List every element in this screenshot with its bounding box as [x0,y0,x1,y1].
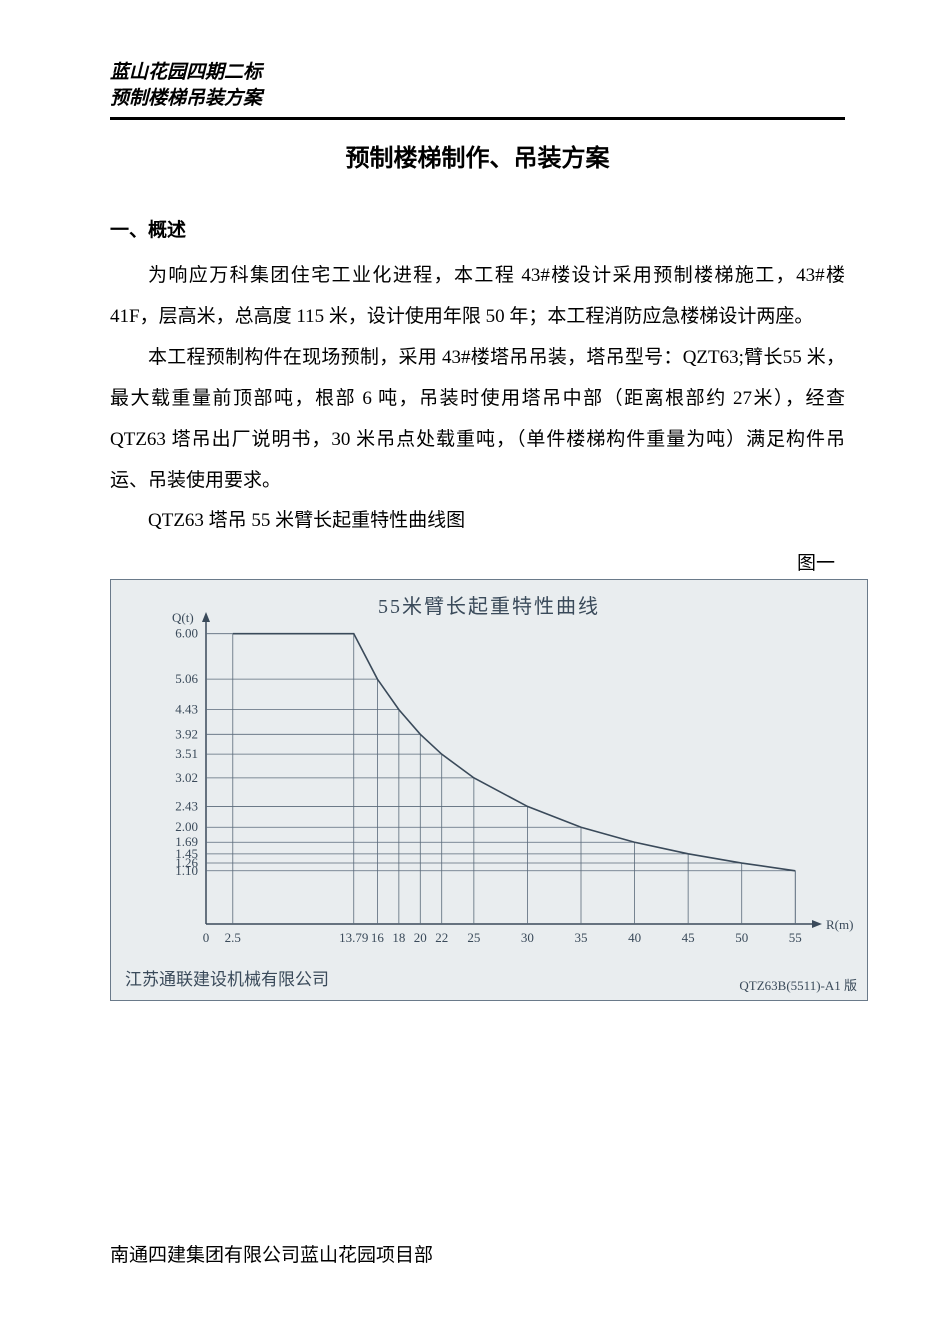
svg-text:2.5: 2.5 [225,930,241,945]
page-footer: 南通四建集团有限公司蓝山花园项目部 [110,1240,433,1267]
header-line-1: 蓝山花园四期二标 [110,60,845,86]
header-rule [110,117,845,120]
paragraph-1: 为响应万科集团住宅工业化进程，本工程 43#楼设计采用预制楼梯施工，43#楼 4… [110,256,845,338]
paragraph-2: 本工程预制构件在现场预制，采用 43#楼塔吊吊装，塔吊型号：QZT63;臂长55… [110,338,845,501]
svg-text:35: 35 [575,930,588,945]
svg-text:16: 16 [371,930,385,945]
svg-text:20: 20 [414,930,427,945]
svg-text:3.51: 3.51 [175,746,198,761]
svg-text:3.92: 3.92 [175,727,198,742]
svg-text:50: 50 [735,930,748,945]
paragraph-3: QTZ63 塔吊 55 米臂长起重特性曲线图 [110,501,845,542]
svg-text:2.43: 2.43 [175,799,198,814]
chart-svg: Q(t)R(m)02.513.7916182022253035404550551… [111,580,867,1000]
svg-text:45: 45 [682,930,695,945]
svg-text:R(m): R(m) [826,917,853,932]
svg-text:6.00: 6.00 [175,626,198,641]
svg-text:5.06: 5.06 [175,671,198,686]
chart-company: 江苏通联建设机械有限公司 [125,965,329,990]
svg-text:18: 18 [392,930,405,945]
svg-text:40: 40 [628,930,641,945]
svg-text:22: 22 [435,930,448,945]
header-line-2: 预制楼梯吊装方案 [110,86,845,112]
document-page: 蓝山花园四期二标 预制楼梯吊装方案 预制楼梯制作、吊装方案 一、概述 为响应万科… [0,0,945,1337]
svg-text:1.69: 1.69 [175,834,198,849]
figure-label: 图一 [110,548,845,575]
svg-text:30: 30 [521,930,534,945]
svg-text:25: 25 [467,930,480,945]
crane-load-chart: 55米臂长起重特性曲线 Q(t)R(m)02.513.7916182022253… [110,579,868,1001]
svg-text:13.79: 13.79 [339,930,368,945]
svg-text:0: 0 [203,930,210,945]
svg-text:2.00: 2.00 [175,819,198,834]
svg-text:55: 55 [789,930,802,945]
svg-text:4.43: 4.43 [175,702,198,717]
svg-text:3.02: 3.02 [175,770,198,785]
chart-model: QTZ63B(5511)-A1 版 [739,975,857,994]
document-title: 预制楼梯制作、吊装方案 [110,138,845,173]
section-1-heading: 一、概述 [110,215,845,242]
chart-title: 55米臂长起重特性曲线 [111,590,867,619]
page-header: 蓝山花园四期二标 预制楼梯吊装方案 [110,60,845,111]
